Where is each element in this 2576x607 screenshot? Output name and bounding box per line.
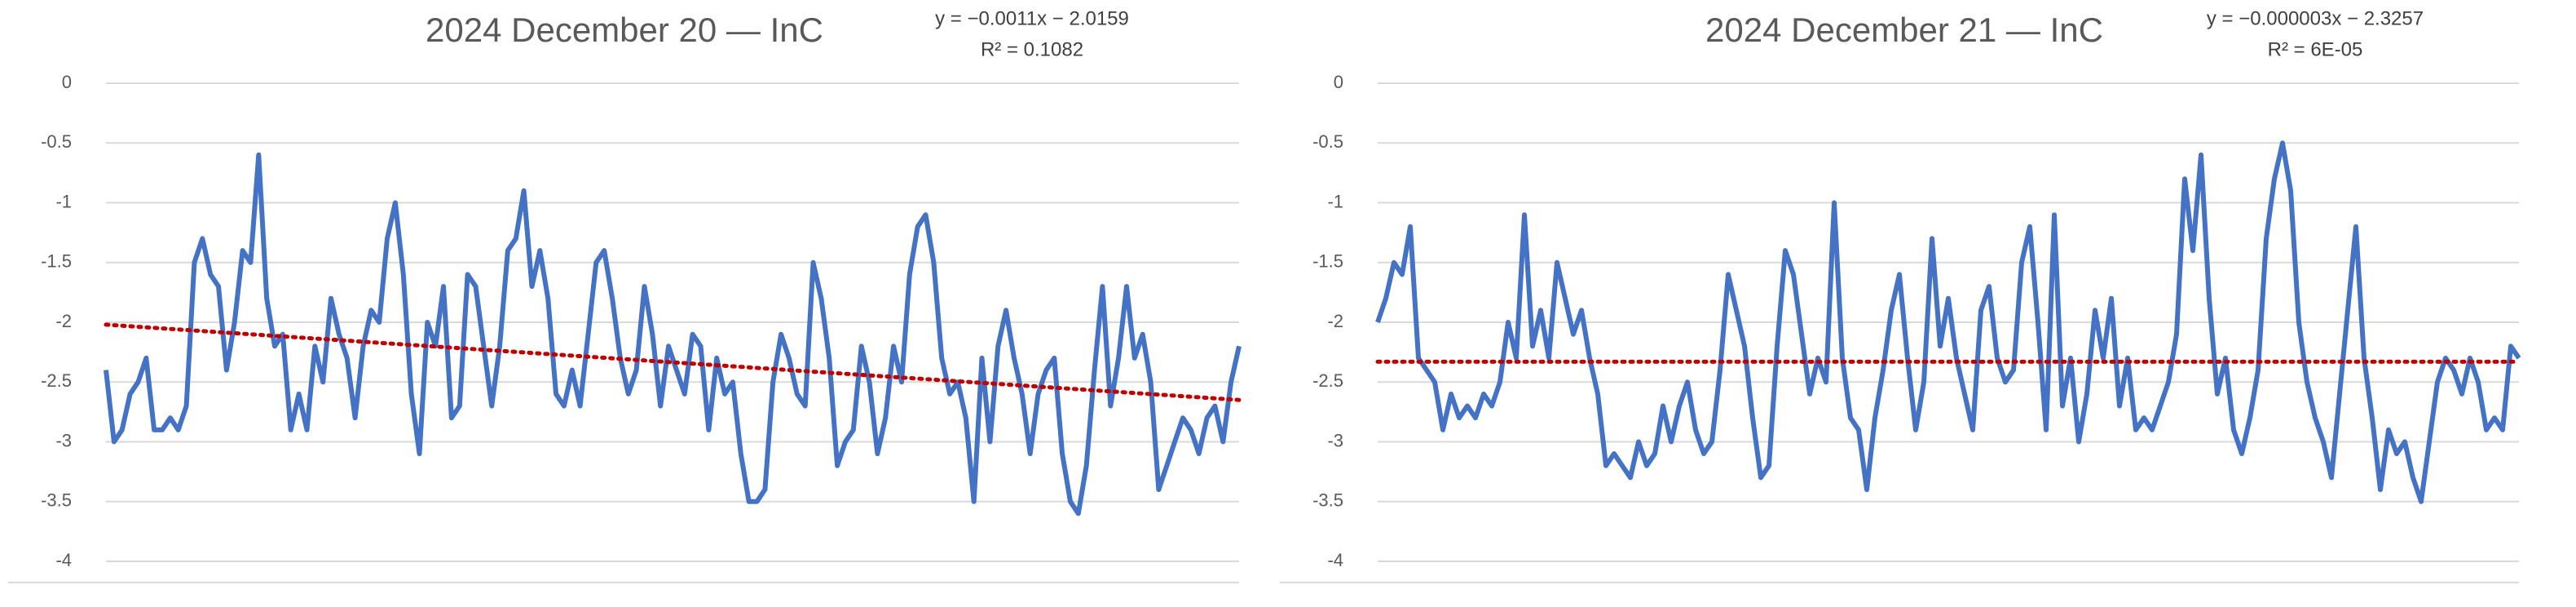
- y-tick-label: -3.5: [1312, 490, 1343, 511]
- y-tick-label: -2: [1327, 311, 1343, 331]
- y-tick-label: -1.5: [1312, 251, 1343, 272]
- y-tick-label: -3.5: [41, 490, 72, 511]
- y-tick-label: -1.5: [41, 251, 72, 272]
- trendline: [104, 322, 1242, 402]
- data-line: [1375, 140, 2521, 504]
- y-tick-label: -4: [55, 550, 72, 570]
- y-tick-label: -3: [1327, 430, 1343, 450]
- y-tick-label: 0: [1334, 72, 1343, 92]
- y-tick-label: -0.5: [1312, 131, 1343, 152]
- y-tick-label: -2.5: [1312, 370, 1343, 391]
- y-tick-label: -4: [1327, 550, 1343, 570]
- y-tick-label: -1: [1327, 191, 1343, 211]
- trend-equation: y = −0.0011x − 2.0159: [935, 7, 1129, 29]
- chart-title: 2024 December 20 — InC: [426, 11, 823, 49]
- y-tick-label: 0: [62, 72, 72, 92]
- chart-title: 2024 December 21 — InC: [1705, 11, 2103, 49]
- trend-equation: y = −0.000003x − 2.3257: [2207, 7, 2424, 29]
- y-tick-label: -3: [55, 430, 72, 450]
- y-tick-label: -2: [55, 311, 72, 331]
- y-tick-label: -1: [55, 191, 72, 211]
- trend-r2: R² = 6E-05: [2268, 38, 2363, 60]
- y-tick-label: -0.5: [41, 131, 72, 152]
- data-line: [104, 152, 1242, 516]
- y-tick-label: -2.5: [41, 370, 72, 391]
- trend-r2: R² = 0.1082: [981, 38, 1083, 60]
